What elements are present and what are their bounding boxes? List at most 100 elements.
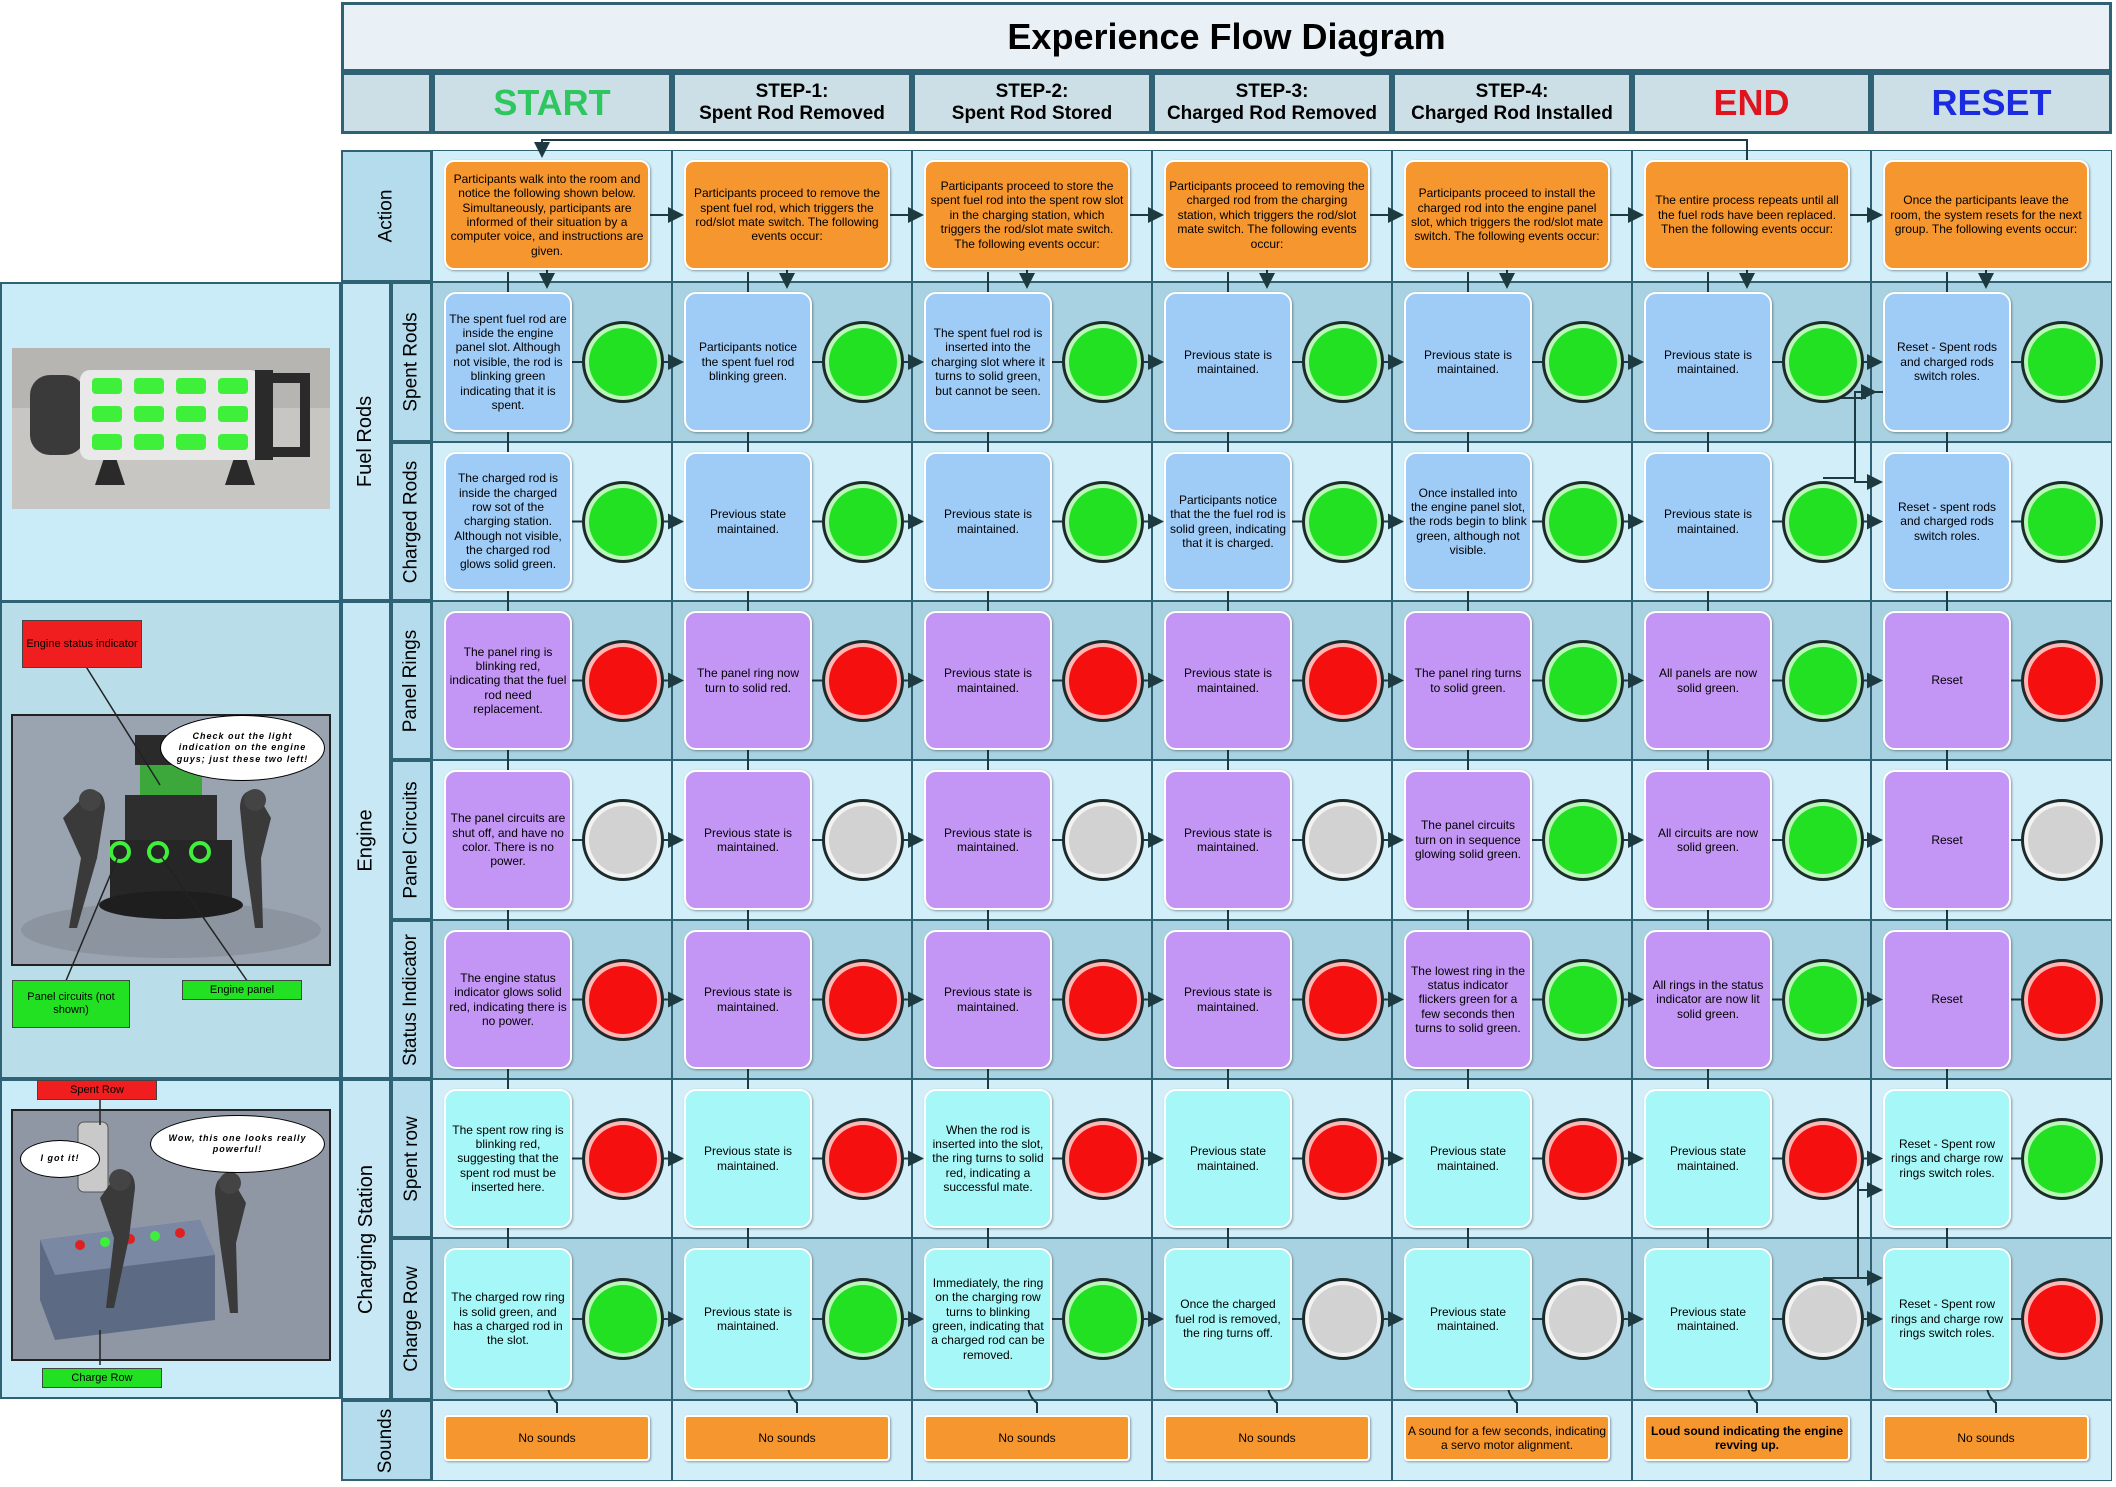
fuel-rod-window: [92, 378, 122, 394]
column-header-0: START: [432, 72, 672, 134]
column-header-1: STEP-1: Spent Rod Removed: [672, 72, 912, 134]
state-box: Previous state is maintained.: [924, 930, 1052, 1069]
state-box: Reset - Spent row rings and charge row r…: [1883, 1089, 2011, 1228]
state-box: Reset: [1883, 611, 2011, 750]
fuel-rod-window: [176, 406, 206, 422]
charging-scene-frame: [11, 1109, 331, 1361]
engine-person-right: [240, 790, 271, 928]
speech-bubble-charging-1: Wow, this one looks really powerful!: [150, 1115, 325, 1173]
state-box: When the rod is inserted into the slot, …: [924, 1089, 1052, 1228]
indicator-light-red: [822, 1117, 904, 1200]
speech-bubble-engine: Check out the light indication on the en…: [160, 715, 325, 781]
state-box: Previous state maintained.: [1164, 1089, 1292, 1228]
header-corner: [341, 72, 432, 134]
engine-person-left: [63, 790, 105, 928]
indicator-light-green: [1302, 480, 1384, 563]
sound-box: No sounds: [444, 1415, 650, 1461]
state-box: Once installed into the engine panel slo…: [1404, 452, 1532, 591]
row-label-panel-circuits: Panel Circuits: [391, 760, 432, 920]
state-box: Previous state is maintained.: [1164, 770, 1292, 910]
row-label-spent-rods: Spent Rods: [391, 282, 432, 442]
reset-switch-line: [1823, 397, 1883, 490]
action-box: Once the participants leave the room, th…: [1883, 160, 2089, 270]
state-box: The panel circuits turn on in sequence g…: [1404, 770, 1532, 910]
column-header-line2: Charged Rod Removed: [1166, 103, 1378, 124]
state-box: Previous state is maintained.: [924, 452, 1052, 591]
sound-box: No sounds: [924, 1415, 1130, 1461]
indicator-light-grey: [1302, 799, 1384, 881]
column-header-3: STEP-3: Charged Rod Removed: [1152, 72, 1392, 134]
fuel-rod-window: [92, 434, 122, 450]
indicator-light-green: [1062, 1278, 1144, 1360]
indicator-light-red: [1782, 1117, 1864, 1200]
indicator-light-red: [582, 639, 664, 722]
state-box: The charged row ring is solid green, and…: [444, 1248, 572, 1390]
reset-switch-line: [1823, 384, 1877, 479]
indicator-light-green: [1542, 321, 1624, 403]
fuel-rod-window: [176, 378, 206, 394]
fuel-rod-illustration: [12, 348, 330, 509]
state-box: The panel circuits are shut off, and hav…: [444, 770, 572, 910]
indicator-light-green: [1782, 480, 1864, 563]
indicator-light-green: [582, 321, 664, 403]
indicator-light-red: [822, 958, 904, 1041]
action-box: Participants proceed to store the spent …: [924, 160, 1130, 270]
indicator-light-red: [1302, 639, 1384, 722]
indicator-light-red: [1302, 958, 1384, 1041]
group-label-engine: Engine: [341, 601, 391, 1079]
indicator-light-green: [1062, 321, 1144, 403]
row-label-charged-rods: Charged Rods: [391, 442, 432, 601]
indicator-light-red: [2021, 958, 2103, 1041]
indicator-light-green: [582, 480, 664, 563]
state-box: Previous state is maintained.: [684, 1089, 812, 1228]
callout-engine-status: Engine status indicator: [22, 620, 142, 668]
action-box: Participants walk into the room and noti…: [444, 160, 650, 270]
engine-panel-slot: [109, 841, 131, 863]
column-header-6: RESET: [1871, 72, 2112, 134]
fuel-rod-stand-left: [95, 440, 125, 485]
indicator-light-grey: [822, 799, 904, 881]
column-header-line2: Charged Rod Installed: [1411, 103, 1613, 124]
state-box: Previous state is maintained.: [684, 1248, 812, 1390]
charging-person-right: [215, 1175, 246, 1313]
indicator-light-green: [1782, 958, 1864, 1041]
callout-charge-row: Charge Row: [42, 1368, 162, 1388]
row-label-sounds: Sounds: [341, 1400, 432, 1481]
column-header-line1: STEP-1:: [755, 81, 829, 103]
state-box: Previous state maintained.: [1404, 1248, 1532, 1390]
callout-engine-panel: Engine panel: [182, 980, 302, 1000]
state-box: The panel ring now turn to solid red.: [684, 611, 812, 750]
state-box: The panel ring is blinking red, indicati…: [444, 611, 572, 750]
indicator-light-red: [1062, 958, 1144, 1041]
fuel-rod-window: [134, 406, 164, 422]
speech-bubble-charging-2: I got it!: [20, 1140, 100, 1178]
fuel-rod-window: [176, 434, 206, 450]
action-box: Participants proceed to install the char…: [1404, 160, 1610, 270]
charging-slot-light: [175, 1228, 185, 1238]
state-box: Reset - spent rods and charged rods swit…: [1883, 452, 2011, 591]
indicator-light-grey: [2021, 799, 2103, 881]
charging-console-top: [40, 1220, 215, 1275]
indicator-light-grey: [1782, 1278, 1864, 1360]
state-box: Immediately, the ring on the charging ro…: [924, 1248, 1052, 1390]
column-header-4: STEP-4: Charged Rod Installed: [1392, 72, 1632, 134]
charging-slot-light: [150, 1231, 160, 1241]
indicator-light-green: [1542, 480, 1624, 563]
state-box: The lowest ring in the status indicator …: [1404, 930, 1532, 1069]
state-box: The spent fuel rod are inside the engine…: [444, 292, 572, 432]
charging-person-left: [100, 1170, 135, 1308]
charging-person-left-head: [109, 1169, 131, 1191]
indicator-light-green: [2021, 321, 2103, 403]
loop-back-arrow: [534, 139, 1748, 160]
indicator-light-grey: [1062, 799, 1144, 881]
callout-pointer: [59, 851, 121, 996]
indicator-light-green: [822, 321, 904, 403]
action-box: Participants proceed to remove the spent…: [684, 160, 890, 270]
indicator-light-green: [1542, 958, 1624, 1041]
column-header-line1: RESET: [1931, 82, 2052, 124]
engine-foot: [99, 891, 243, 919]
state-box: Participants notice the spent fuel rod b…: [684, 292, 812, 432]
engine-scene-frame: [11, 714, 331, 966]
indicator-light-red: [1062, 1117, 1144, 1200]
state-box: All rings in the status indicator are no…: [1644, 930, 1772, 1069]
